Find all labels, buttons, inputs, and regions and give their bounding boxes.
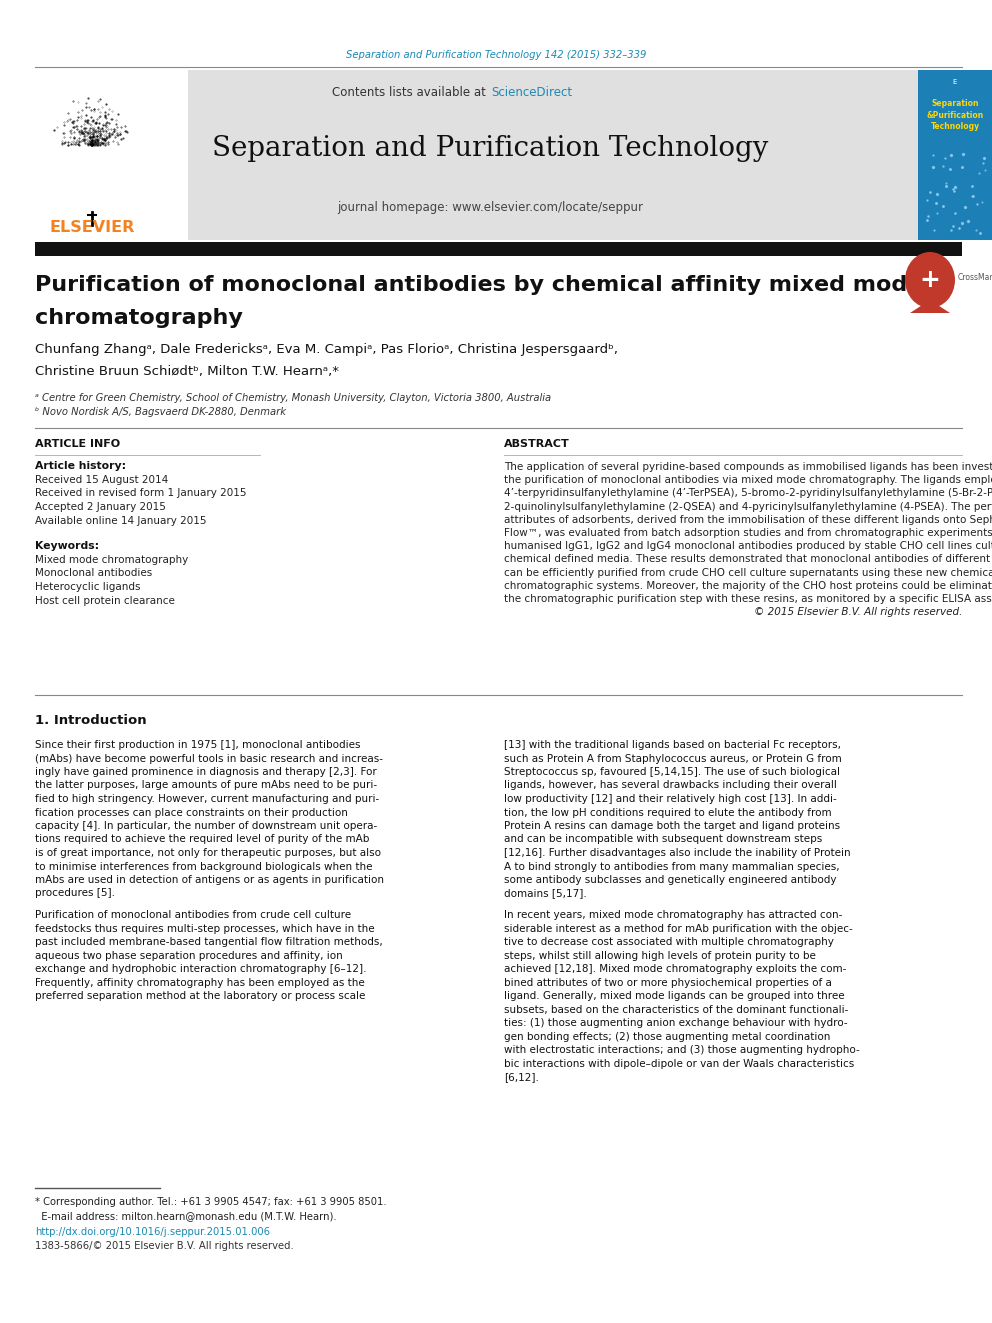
Text: Received in revised form 1 January 2015: Received in revised form 1 January 2015 (35, 488, 246, 499)
Text: aqueous two phase separation procedures and affinity, ion: aqueous two phase separation procedures … (35, 951, 343, 960)
Text: Since their first production in 1975 [1], monoclonal antibodies: Since their first production in 1975 [1]… (35, 740, 360, 750)
Text: low productivity [12] and their relatively high cost [13]. In addi-: low productivity [12] and their relative… (504, 794, 836, 804)
Text: ligand. Generally, mixed mode ligands can be grouped into three: ligand. Generally, mixed mode ligands ca… (504, 991, 844, 1002)
Text: the purification of monoclonal antibodies via mixed mode chromatography. The lig: the purification of monoclonal antibodie… (504, 475, 992, 486)
Text: A to bind strongly to antibodies from many mammalian species,: A to bind strongly to antibodies from ma… (504, 861, 839, 872)
Text: © 2015 Elsevier B.V. All rights reserved.: © 2015 Elsevier B.V. All rights reserved… (754, 607, 962, 618)
Text: some antibody subclasses and genetically engineered antibody: some antibody subclasses and genetically… (504, 875, 836, 885)
Text: feedstocks thus requires multi-step processes, which have in the: feedstocks thus requires multi-step proc… (35, 923, 375, 934)
Text: ScienceDirect: ScienceDirect (491, 86, 572, 98)
Text: the latter purposes, large amounts of pure mAbs need to be puri-: the latter purposes, large amounts of pu… (35, 781, 377, 791)
Text: gen bonding effects; (2) those augmenting metal coordination: gen bonding effects; (2) those augmentin… (504, 1032, 830, 1041)
Text: to minimise interferences from background biologicals when the: to minimise interferences from backgroun… (35, 861, 373, 872)
Text: Contents lists available at: Contents lists available at (332, 86, 490, 98)
Text: steps, whilst still allowing high levels of protein purity to be: steps, whilst still allowing high levels… (504, 951, 815, 960)
Text: Christine Bruun Schiødtᵇ, Milton T.W. Hearnᵃ,*: Christine Bruun Schiødtᵇ, Milton T.W. He… (35, 365, 339, 378)
Text: ELSEVIER: ELSEVIER (50, 221, 135, 235)
Text: Protein A resins can damage both the target and ligand proteins: Protein A resins can damage both the tar… (504, 822, 840, 831)
Text: Heterocyclic ligands: Heterocyclic ligands (35, 582, 141, 591)
Text: preferred separation method at the laboratory or process scale: preferred separation method at the labor… (35, 991, 365, 1002)
Text: exchange and hydrophobic interaction chromatography [6–12].: exchange and hydrophobic interaction chr… (35, 964, 366, 974)
Text: bic interactions with dipole–dipole or van der Waals characteristics: bic interactions with dipole–dipole or v… (504, 1058, 854, 1069)
Text: Keywords:: Keywords: (35, 541, 99, 550)
Text: * Corresponding author. Tel.: +61 3 9905 4547; fax: +61 3 9905 8501.: * Corresponding author. Tel.: +61 3 9905… (35, 1197, 387, 1207)
Text: Available online 14 January 2015: Available online 14 January 2015 (35, 516, 206, 525)
Text: Chunfang Zhangᵃ, Dale Fredericksᵃ, Eva M. Campiᵃ, Pas Florioᵃ, Christina Jespers: Chunfang Zhangᵃ, Dale Fredericksᵃ, Eva M… (35, 344, 618, 356)
Text: Received 15 August 2014: Received 15 August 2014 (35, 475, 169, 486)
Text: procedures [5].: procedures [5]. (35, 889, 115, 898)
Text: Separation
&Purification
Technology: Separation &Purification Technology (927, 99, 984, 131)
Text: [12,16]. Further disadvantages also include the inability of Protein: [12,16]. Further disadvantages also incl… (504, 848, 850, 859)
Text: (mAbs) have become powerful tools in basic research and increas-: (mAbs) have become powerful tools in bas… (35, 754, 383, 763)
Text: and can be incompatible with subsequent downstream steps: and can be incompatible with subsequent … (504, 835, 822, 844)
Text: achieved [12,18]. Mixed mode chromatography exploits the com-: achieved [12,18]. Mixed mode chromatogra… (504, 964, 846, 974)
Text: fied to high stringency. However, current manufacturing and puri-: fied to high stringency. However, curren… (35, 794, 379, 804)
Text: Frequently, affinity chromatography has been employed as the: Frequently, affinity chromatography has … (35, 978, 365, 987)
Text: ABSTRACT: ABSTRACT (504, 439, 569, 448)
Text: bined attributes of two or more physiochemical properties of a: bined attributes of two or more physioch… (504, 978, 832, 987)
Text: E-mail address: milton.hearn@monash.edu (M.T.W. Hearn).: E-mail address: milton.hearn@monash.edu … (35, 1211, 336, 1221)
Text: http://dx.doi.org/10.1016/j.seppur.2015.01.006: http://dx.doi.org/10.1016/j.seppur.2015.… (35, 1226, 270, 1237)
FancyBboxPatch shape (918, 70, 992, 239)
Text: ingly have gained prominence in diagnosis and therapy [2,3]. For: ingly have gained prominence in diagnosi… (35, 767, 377, 777)
FancyBboxPatch shape (188, 70, 918, 239)
Text: 1. Introduction: 1. Introduction (35, 713, 147, 726)
Text: chromatography: chromatography (35, 308, 243, 328)
Polygon shape (910, 300, 950, 314)
Text: Separation and Purification Technology 142 (2015) 332–339: Separation and Purification Technology 1… (346, 50, 646, 60)
Text: past included membrane-based tangential flow filtration methods,: past included membrane-based tangential … (35, 937, 383, 947)
Text: Host cell protein clearance: Host cell protein clearance (35, 595, 175, 606)
Text: ties: (1) those augmenting anion exchange behaviour with hydro-: ties: (1) those augmenting anion exchang… (504, 1019, 847, 1028)
Text: [6,12].: [6,12]. (504, 1072, 539, 1082)
Text: tions required to achieve the required level of purity of the mAb: tions required to achieve the required l… (35, 835, 369, 844)
Ellipse shape (905, 251, 955, 308)
Text: attributes of adsorbents, derived from the immobilisation of these different lig: attributes of adsorbents, derived from t… (504, 515, 992, 525)
Text: chemical defined media. These results demonstrated that monoclonal antibodies of: chemical defined media. These results de… (504, 554, 992, 565)
Text: +: + (920, 269, 940, 292)
Text: Flow™, was evaluated from batch adsorption studies and from chromatographic expe: Flow™, was evaluated from batch adsorpti… (504, 528, 992, 538)
Text: E: E (952, 79, 957, 85)
Text: capacity [4]. In particular, the number of downstream unit opera-: capacity [4]. In particular, the number … (35, 822, 377, 831)
Text: subsets, based on the characteristics of the dominant functionali-: subsets, based on the characteristics of… (504, 1004, 848, 1015)
Text: fication processes can place constraints on their production: fication processes can place constraints… (35, 807, 348, 818)
Text: humanised IgG1, IgG2 and IgG4 monoclonal antibodies produced by stable CHO cell : humanised IgG1, IgG2 and IgG4 monoclonal… (504, 541, 992, 552)
Text: is of great importance, not only for therapeutic purposes, but also: is of great importance, not only for the… (35, 848, 381, 859)
Text: ARTICLE INFO: ARTICLE INFO (35, 439, 120, 448)
Text: such as Protein A from Staphylococcus aureus, or Protein G from: such as Protein A from Staphylococcus au… (504, 754, 842, 763)
Text: 1383-5866/© 2015 Elsevier B.V. All rights reserved.: 1383-5866/© 2015 Elsevier B.V. All right… (35, 1241, 294, 1252)
Text: Monoclonal antibodies: Monoclonal antibodies (35, 569, 152, 578)
Text: domains [5,17].: domains [5,17]. (504, 889, 586, 898)
Text: 4’-terpyridinsulfanylethylamine (4’-TerPSEA), 5-bromo-2-pyridinylsulfanylethylam: 4’-terpyridinsulfanylethylamine (4’-TerP… (504, 488, 992, 499)
Text: In recent years, mixed mode chromatography has attracted con-: In recent years, mixed mode chromatograp… (504, 910, 842, 919)
Text: Mixed mode chromatography: Mixed mode chromatography (35, 556, 188, 565)
Text: ᵇ Novo Nordisk A/S, Bagsvaerd DK-2880, Denmark: ᵇ Novo Nordisk A/S, Bagsvaerd DK-2880, D… (35, 407, 286, 417)
Text: journal homepage: www.elsevier.com/locate/seppur: journal homepage: www.elsevier.com/locat… (337, 201, 643, 214)
Text: ᵃ Centre for Green Chemistry, School of Chemistry, Monash University, Clayton, V: ᵃ Centre for Green Chemistry, School of … (35, 393, 552, 404)
Text: mAbs are used in detection of antigens or as agents in purification: mAbs are used in detection of antigens o… (35, 875, 384, 885)
Text: tion, the low pH conditions required to elute the antibody from: tion, the low pH conditions required to … (504, 807, 831, 818)
Text: Separation and Purification Technology: Separation and Purification Technology (212, 135, 768, 161)
Text: tive to decrease cost associated with multiple chromatography: tive to decrease cost associated with mu… (504, 937, 834, 947)
Text: the chromatographic purification step with these resins, as monitored by a speci: the chromatographic purification step wi… (504, 594, 992, 605)
Text: Article history:: Article history: (35, 460, 126, 471)
Text: can be efficiently purified from crude CHO cell culture supernatants using these: can be efficiently purified from crude C… (504, 568, 992, 578)
Text: 2-quinolinylsulfanylethylamine (2-QSEA) and 4-pyricinylsulfanylethylamine (4-PSE: 2-quinolinylsulfanylethylamine (2-QSEA) … (504, 501, 992, 512)
Text: siderable interest as a method for mAb purification with the objec-: siderable interest as a method for mAb p… (504, 923, 853, 934)
Text: Streptococcus sp, favoured [5,14,15]. The use of such biological: Streptococcus sp, favoured [5,14,15]. Th… (504, 767, 840, 777)
FancyBboxPatch shape (35, 242, 962, 255)
Text: with electrostatic interactions; and (3) those augmenting hydropho-: with electrostatic interactions; and (3)… (504, 1045, 860, 1056)
Text: CrossMark: CrossMark (958, 273, 992, 282)
Text: The application of several pyridine-based compounds as immobilised ligands has b: The application of several pyridine-base… (504, 462, 992, 472)
Text: Purification of monoclonal antibodies from crude cell culture: Purification of monoclonal antibodies fr… (35, 910, 351, 919)
Text: Purification of monoclonal antibodies by chemical affinity mixed mode: Purification of monoclonal antibodies by… (35, 275, 923, 295)
Text: chromatographic systems. Moreover, the majority of the CHO host proteins could b: chromatographic systems. Moreover, the m… (504, 581, 992, 591)
FancyBboxPatch shape (35, 70, 188, 239)
Text: Accepted 2 January 2015: Accepted 2 January 2015 (35, 501, 166, 512)
Text: ligands, however, has several drawbacks including their overall: ligands, however, has several drawbacks … (504, 781, 837, 791)
Text: [13] with the traditional ligands based on bacterial Fc receptors,: [13] with the traditional ligands based … (504, 740, 841, 750)
